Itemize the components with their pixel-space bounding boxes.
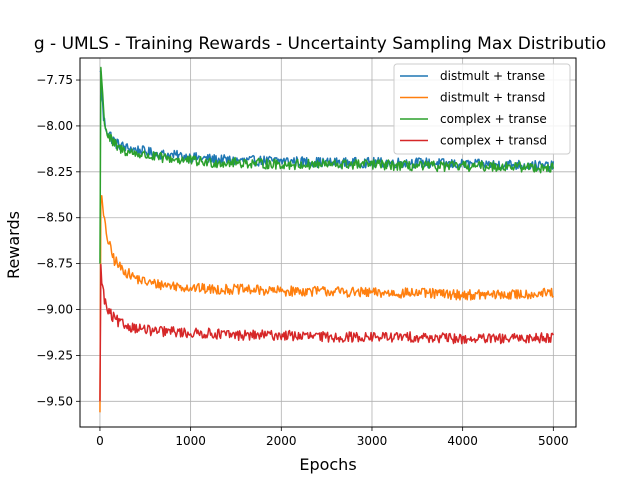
series-line-distmult-transe: [99, 70, 555, 172]
chart-title: g - UMLS - Training Rewards - Uncertaint…: [34, 34, 606, 54]
plot-area: [99, 66, 555, 413]
y-axis-ticks: −9.50 −9.25 −9.00 −8.75 −8.50 −8.25 −8.00 −7.75: [36, 73, 80, 408]
legend-label: complex + transd: [440, 134, 547, 148]
y-tick-label: −8.00: [36, 119, 73, 133]
x-tick-label: 5000: [538, 434, 569, 448]
legend-label: distmult + transe: [440, 69, 545, 83]
grid-lines: [80, 58, 576, 427]
y-tick-label: −7.75: [36, 73, 73, 87]
x-tick-label: 0: [96, 434, 104, 448]
legend-box: [393, 63, 571, 155]
y-tick-label: −9.25: [36, 348, 73, 362]
x-tick-label: 4000: [447, 434, 478, 448]
x-tick-label: 2000: [266, 434, 297, 448]
x-axis-title: Epochs: [299, 455, 356, 474]
axes-frame: [79, 57, 577, 428]
series-line-distmult-transd: [99, 195, 554, 413]
legend: distmult + transe distmult + transd comple…: [393, 63, 571, 155]
y-axis-title: Rewards: [4, 211, 23, 279]
y-tick-label: −9.50: [36, 394, 73, 408]
series-line-complex-transe: [99, 66, 555, 264]
x-axis-ticks: 0 1000 2000 3000 4000 5000: [96, 427, 569, 448]
y-tick-label: −8.75: [36, 257, 73, 271]
y-tick-label: −8.50: [36, 211, 73, 225]
x-tick-label: 3000: [357, 434, 388, 448]
y-tick-label: −8.25: [36, 165, 73, 179]
y-tick-label: −9.00: [36, 303, 73, 317]
legend-label: complex + transe: [440, 112, 547, 126]
series-line-complex-transd: [99, 263, 555, 402]
x-tick-label: 1000: [175, 434, 206, 448]
legend-label: distmult + transd: [440, 91, 545, 105]
